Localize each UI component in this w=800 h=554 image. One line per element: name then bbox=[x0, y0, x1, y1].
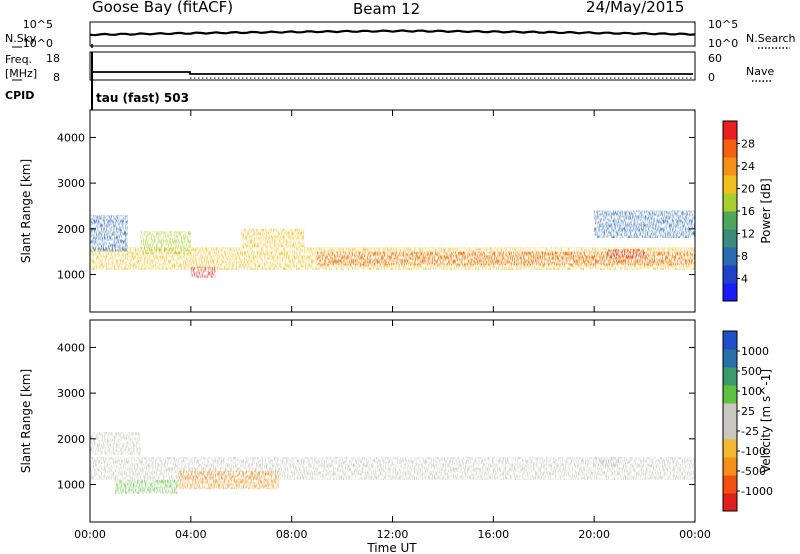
freq-label: Freq. bbox=[5, 53, 32, 66]
freq-panel bbox=[89, 51, 696, 81]
power-ylabel: Slant Range [km] bbox=[19, 159, 33, 263]
velocity-colorbar-swatch bbox=[723, 457, 737, 476]
nave-tick-bottom: 0 bbox=[708, 71, 715, 84]
scatter-region bbox=[140, 231, 191, 254]
time-tick-label: 00:00 bbox=[74, 528, 106, 541]
date-title: 24/May/2015 bbox=[586, 0, 685, 16]
power-colorbar-swatch bbox=[723, 283, 737, 302]
time-tick-label: 12:00 bbox=[377, 528, 409, 541]
velocity-colorbar-tick-label: 25 bbox=[741, 405, 755, 418]
power-colorbar-tick-label: 20 bbox=[741, 183, 755, 196]
nsearch-tick-top: 10^5 bbox=[708, 18, 738, 31]
station-title: Goose Bay (fitACF) bbox=[92, 0, 234, 16]
velocity-colorbar-swatch bbox=[723, 403, 737, 422]
power-ytick-label: 1000 bbox=[57, 269, 85, 282]
time-axis-ticks: 00:00 04:00 08:00 12:00 16:00 20:00 00:00 bbox=[74, 528, 711, 541]
velocity-colorbar-frame bbox=[722, 330, 738, 512]
velocity-colorbar-label: Velocity [m s^-1] bbox=[759, 369, 773, 473]
velocity-colorbar-tick-label: -1000 bbox=[741, 485, 773, 498]
nsky-label: N.Sky bbox=[5, 32, 37, 45]
velocity-colorbar-swatch bbox=[723, 475, 737, 494]
time-tick-label: 16:00 bbox=[477, 528, 509, 541]
power-colorbar-swatch bbox=[723, 229, 737, 248]
velocity-colorbar-tick-label: -100 bbox=[741, 445, 766, 458]
freq-trace bbox=[92, 71, 693, 75]
power-colorbar-swatch bbox=[723, 175, 737, 194]
time-tick-label: 08:00 bbox=[276, 528, 308, 541]
nave-label: Nave bbox=[746, 65, 774, 78]
scatter-region bbox=[178, 470, 280, 490]
power-colorbar-swatch bbox=[723, 157, 737, 176]
time-tick-label: 20:00 bbox=[578, 528, 610, 541]
velocity-data bbox=[90, 431, 695, 494]
power-colorbar-label: Power [dB] bbox=[759, 178, 773, 243]
velocity-panel: 1000 2000 3000 4000 bbox=[57, 319, 696, 523]
velocity-colorbar-swatch bbox=[723, 493, 737, 512]
power-colorbar-swatch bbox=[723, 139, 737, 158]
velocity-colorbar-tick-label: -25 bbox=[741, 425, 759, 438]
power-colorbar-tick-label: 4 bbox=[741, 273, 748, 286]
scatter-region bbox=[241, 228, 305, 248]
power-colorbar-tick-label: 16 bbox=[741, 205, 755, 218]
scatter-region bbox=[90, 215, 128, 252]
nsearch-tick-bottom: 10^0 bbox=[708, 37, 738, 50]
scatter-region bbox=[90, 431, 141, 455]
velocity-ytick-label: 3000 bbox=[57, 387, 85, 400]
nsky-trace bbox=[89, 29, 696, 37]
time-axis-label: Time UT bbox=[366, 541, 417, 554]
power-colorbar-swatch bbox=[723, 265, 737, 284]
power-ytick-label: 2000 bbox=[57, 223, 85, 236]
velocity-ytick-label: 2000 bbox=[57, 433, 85, 446]
velocity-colorbar: 1000 500 100 25 -25 -100 -500 -1000 bbox=[722, 330, 773, 512]
velocity-colorbar-tick-label: 500 bbox=[741, 365, 762, 378]
cpid-value: tau (fast) 503 bbox=[96, 91, 189, 105]
velocity-colorbar-tick-label: 100 bbox=[741, 385, 762, 398]
freq-tick-top: 18 bbox=[46, 52, 60, 65]
power-colorbar-swatch bbox=[723, 247, 737, 266]
nave-tick-top: 60 bbox=[708, 52, 722, 65]
nsearch-label: N.Search bbox=[746, 32, 796, 45]
power-colorbar-swatch bbox=[723, 121, 737, 140]
freq-tick-bottom: 8 bbox=[53, 71, 60, 84]
velocity-colorbar-tick-label: 1000 bbox=[741, 345, 769, 358]
scatter-region bbox=[316, 251, 695, 266]
power-colorbar-swatch bbox=[723, 193, 737, 212]
freq-unit-label: [MHz] bbox=[5, 67, 37, 80]
velocity-colorbar-swatch bbox=[723, 385, 737, 404]
scatter-region bbox=[606, 249, 645, 259]
power-panel: 1000 2000 3000 4000 bbox=[57, 109, 696, 313]
power-data bbox=[90, 210, 695, 278]
velocity-colorbar-tick-label: -500 bbox=[741, 465, 766, 478]
power-ytick-label: 3000 bbox=[57, 177, 85, 190]
nsky-tick-top: 10^5 bbox=[23, 18, 53, 31]
scatter-region bbox=[594, 457, 620, 467]
time-tick-label: 00:00 bbox=[679, 528, 711, 541]
velocity-ytick-label: 1000 bbox=[57, 479, 85, 492]
power-colorbar-tick-label: 24 bbox=[741, 160, 755, 173]
scatter-region bbox=[594, 210, 695, 238]
scatter-region bbox=[190, 266, 217, 278]
scatter-region bbox=[115, 479, 179, 494]
velocity-colorbar-swatch bbox=[723, 349, 737, 368]
cpid-label: CPID bbox=[5, 89, 34, 102]
power-colorbar-swatch bbox=[723, 211, 737, 230]
beam-title: Beam 12 bbox=[353, 0, 421, 18]
power-ytick-label: 4000 bbox=[57, 131, 85, 144]
velocity-ytick-label: 4000 bbox=[57, 341, 85, 354]
power-colorbar-tick-label: 12 bbox=[741, 228, 755, 241]
velocity-colorbar-swatch bbox=[723, 421, 737, 440]
power-colorbar-tick-label: 28 bbox=[741, 138, 755, 151]
velocity-colorbar-swatch bbox=[723, 331, 737, 350]
velocity-colorbar-swatch bbox=[723, 439, 737, 458]
nsky-tick-bottom: 10^0 bbox=[23, 37, 53, 50]
velocity-frame bbox=[89, 319, 696, 523]
velocity-colorbar-swatch bbox=[723, 367, 737, 386]
power-colorbar-tick-label: 8 bbox=[741, 250, 748, 263]
nsky-panel bbox=[89, 21, 696, 110]
time-tick-label: 04:00 bbox=[175, 528, 207, 541]
velocity-ylabel: Slant Range [km] bbox=[19, 369, 33, 473]
power-colorbar: 4 8 12 16 20 24 28 bbox=[722, 120, 755, 302]
